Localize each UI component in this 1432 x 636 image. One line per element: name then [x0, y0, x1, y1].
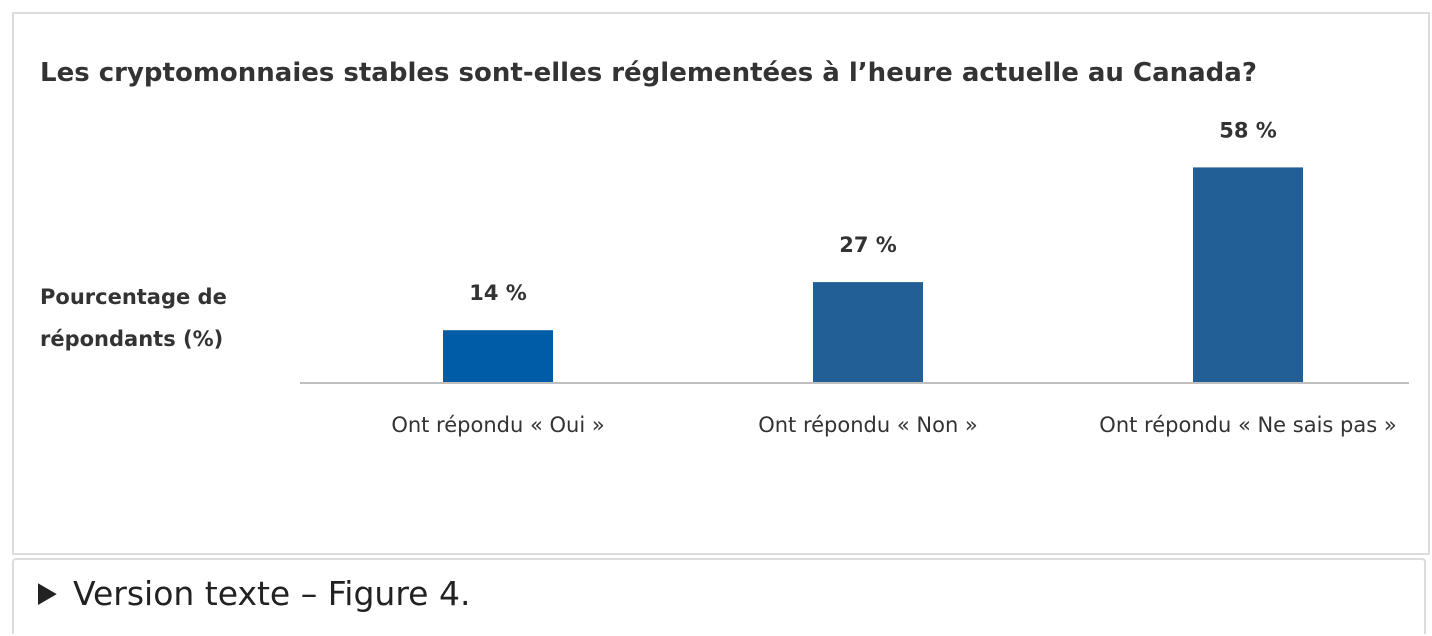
y-axis-label: Pourcentage de répondants (%)	[40, 285, 227, 351]
bar	[813, 282, 923, 382]
value-label: 27 %	[839, 233, 897, 257]
text-version[interactable]: Version texte – Figure 4.	[12, 558, 1426, 634]
x-tick-label: Ont répondu « Non »	[758, 413, 978, 437]
x-tick-label: Ont répondu « Ne sais pas »	[1099, 413, 1397, 437]
chart: 14 % 27 % 58 %	[300, 118, 1409, 384]
chart-title: Les cryptomonnaies stables sont-elles ré…	[40, 58, 1257, 88]
text-version-toggle[interactable]: Version texte – Figure 4.	[72, 574, 471, 613]
bar	[443, 330, 553, 382]
value-label: 14 %	[469, 281, 527, 305]
x-tick-label: Ont répondu « Oui »	[391, 413, 605, 437]
chart-panel: Les cryptomonnaies stables sont-elles ré…	[12, 12, 1430, 555]
value-label: 58 %	[1219, 118, 1277, 142]
bar	[1193, 167, 1303, 382]
